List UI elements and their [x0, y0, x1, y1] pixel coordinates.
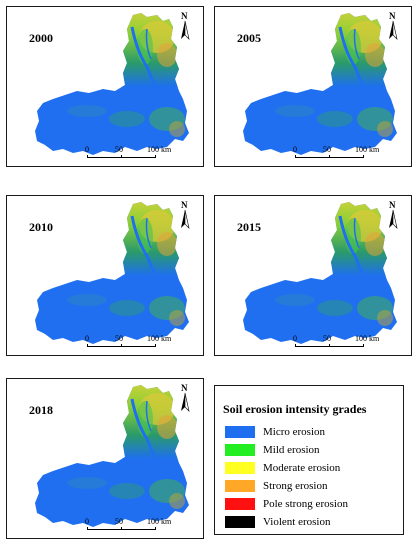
- north-arrow-letter: N: [181, 383, 188, 393]
- north-arrow-icon: [181, 20, 190, 40]
- north-arrow-icon: [389, 20, 398, 40]
- legend-swatch: [225, 426, 255, 438]
- map-panel-2018: 2018 N 0 50 100 km: [6, 378, 204, 539]
- north-arrow-letter: N: [181, 200, 188, 210]
- scale-bar: 0 50 100 km: [85, 334, 177, 350]
- map-panel-2015: 2015 N 0 50 100 km: [214, 195, 412, 356]
- map-panel-2010: 2010 N 0 50 100 km: [6, 195, 204, 356]
- legend-swatch: [225, 444, 255, 456]
- legend-item-mild: Mild erosion: [225, 443, 320, 457]
- legend-item-pole-strong: Pole strong erosion: [225, 497, 348, 511]
- year-label: 2018: [29, 403, 53, 417]
- north-arrow-icon: [181, 392, 190, 412]
- north-arrow-icon: [181, 209, 190, 229]
- scale-bar: 0 50 100 km: [293, 145, 385, 161]
- north-arrow-letter: N: [389, 200, 396, 210]
- year-label: 2005: [237, 31, 261, 45]
- scale-bar: 0 50 100 km: [85, 145, 177, 161]
- year-label: 2000: [29, 31, 53, 45]
- legend-item-moderate: Moderate erosion: [225, 461, 340, 475]
- legend-item-micro: Micro erosion: [225, 425, 325, 439]
- legend-label: Violent erosion: [263, 516, 331, 528]
- north-arrow-icon: [389, 209, 398, 229]
- legend-item-violent: Violent erosion: [225, 515, 330, 529]
- north-arrow-letter: N: [181, 11, 188, 21]
- legend-swatch: [225, 498, 255, 510]
- legend-label: Mild erosion: [263, 444, 320, 456]
- legend-swatch: [225, 516, 255, 528]
- map-panel-2005: 2005 N 0 50 100 km: [214, 6, 412, 167]
- year-label: 2010: [29, 220, 53, 234]
- legend-label: Strong erosion: [263, 480, 328, 492]
- legend-label: Moderate erosion: [263, 462, 341, 474]
- legend-swatch: [225, 480, 255, 492]
- legend-label: Pole strong erosion: [263, 498, 348, 510]
- north-arrow-letter: N: [389, 11, 396, 21]
- scale-bar: 0 50 100 km: [293, 334, 385, 350]
- year-label: 2015: [237, 220, 261, 234]
- map-panel-2000: 2000 N 0 50 100 km: [6, 6, 204, 167]
- legend-swatch: [225, 462, 255, 474]
- legend-item-strong: Strong erosion: [225, 479, 327, 493]
- legend-label: Micro erosion: [263, 426, 326, 438]
- scale-bar: 0 50 100 km: [85, 517, 177, 533]
- legend: Soil erosion intensity grades Micro eros…: [214, 385, 404, 535]
- legend-title: Soil erosion intensity grades: [223, 402, 367, 416]
